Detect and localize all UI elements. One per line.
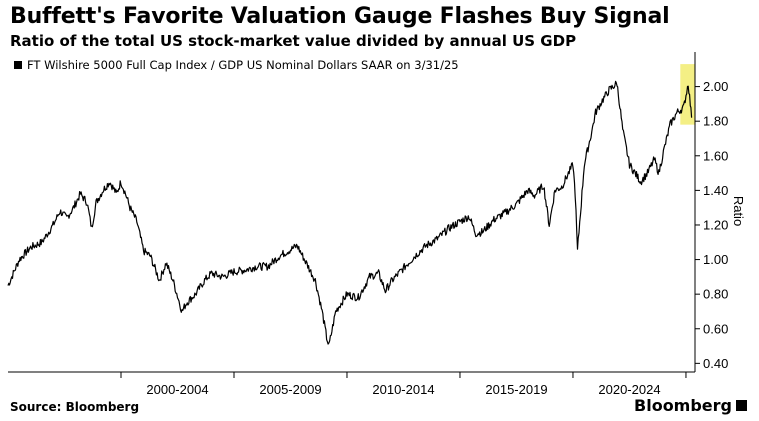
y-tick-label: 1.80 — [703, 114, 728, 129]
brand-logo: Bloomberg — [634, 396, 747, 415]
bloomberg-logo-icon — [736, 400, 747, 411]
y-tick-label: 1.00 — [703, 252, 728, 267]
series-line — [7, 80, 693, 345]
legend: FT Wilshire 5000 Full Cap Index / GDP US… — [14, 58, 459, 72]
x-tick-label: 2010-2014 — [372, 382, 434, 397]
x-tick-label: 2005-2009 — [259, 382, 321, 397]
y-tick-label: 2.00 — [703, 79, 728, 94]
line-chart: 0.40 0.60 0.80 1.00 1.20 1.40 1.60 1.80 2.00 2000… — [7, 52, 746, 397]
y-tick-label: 1.40 — [703, 183, 728, 198]
axis-layer: 0.40 0.60 0.80 1.00 1.20 1.40 1.60 1.80 2.00 2000… — [8, 52, 728, 397]
y-tick-label: 0.60 — [703, 321, 728, 336]
x-tick-label: 2000-2004 — [146, 382, 208, 397]
highlight-box — [680, 64, 695, 125]
y-tick-label: 1.60 — [703, 148, 728, 163]
y-tick-label: 0.80 — [703, 287, 728, 302]
y-axis-label: Ratio — [731, 196, 746, 226]
y-tick-label: 0.40 — [703, 356, 728, 371]
x-tick-label: 2020-2024 — [598, 382, 660, 397]
legend-swatch — [14, 61, 22, 69]
legend-label: FT Wilshire 5000 Full Cap Index / GDP US… — [27, 58, 459, 72]
chart-title: Buffett's Favorite Valuation Gauge Flash… — [10, 4, 670, 29]
y-tick-label: 1.20 — [703, 217, 728, 232]
brand-name: Bloomberg — [634, 396, 732, 415]
source-note: Source: Bloomberg — [10, 400, 140, 414]
highlight-layer — [680, 64, 695, 125]
x-tick-label: 2015-2019 — [485, 382, 547, 397]
chart-subtitle: Ratio of the total US stock-market value… — [10, 32, 577, 50]
series-layer — [7, 80, 693, 345]
